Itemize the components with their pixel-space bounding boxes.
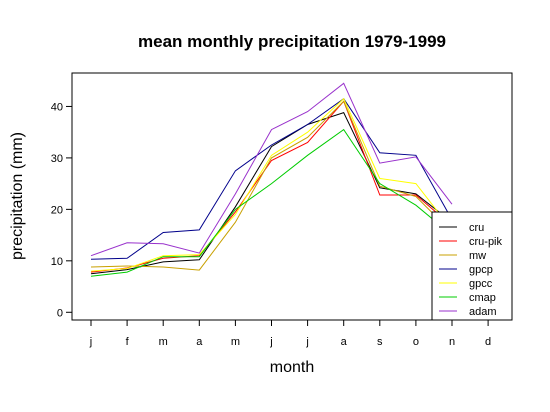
series-line-adam: [90, 82, 453, 257]
series-line-gpcp: [90, 97, 453, 260]
y-tick-label: 0: [57, 307, 63, 319]
legend-label-mw: mw: [469, 250, 486, 262]
legend-label-cru-pik: cru-pik: [469, 236, 503, 248]
x-tick-label: a: [196, 336, 203, 348]
x-tick-label: o: [413, 336, 419, 348]
y-tick-label: 10: [51, 256, 63, 268]
x-tick-label: j: [89, 336, 92, 348]
x-tick-label: d: [485, 336, 491, 348]
x-tick-label: a: [341, 336, 348, 348]
series-line-mw: [90, 100, 453, 271]
legend-label-gpcc: gpcc: [469, 278, 493, 290]
legend-box: [431, 211, 513, 321]
x-tick-label: j: [305, 336, 308, 348]
y-axis-label: precipitation (mm): [9, 132, 26, 260]
x-tick-label: s: [377, 336, 383, 348]
x-tick-label: m: [231, 336, 240, 348]
y-axis: 0 10 20 30 40: [51, 101, 72, 319]
x-axis-label: month: [270, 359, 314, 376]
series-line-cmap: [90, 128, 453, 277]
legend: cru cru-pik mw gpcp gpcc cmap adam: [431, 211, 513, 321]
plot-frame: [71, 72, 513, 321]
y-tick-label: 40: [51, 101, 63, 113]
series-line-gpcc: [90, 97, 453, 272]
legend-label-cmap: cmap: [469, 292, 496, 304]
y-tick-label: 20: [51, 204, 63, 216]
legend-label-gpcp: gpcp: [469, 264, 493, 276]
series-line-cru: [90, 111, 453, 275]
x-tick-label: n: [449, 336, 455, 348]
x-tick-label: j: [269, 336, 272, 348]
series-lines: [90, 82, 453, 277]
legend-label-cru: cru: [469, 222, 484, 234]
x-tick-label: f: [126, 336, 130, 348]
series-line-cru-pik: [90, 100, 453, 273]
legend-label-adam: adam: [469, 306, 497, 318]
x-tick-label: m: [159, 336, 168, 348]
y-tick-label: 30: [51, 153, 63, 165]
chart-title: mean monthly precipitation 1979-1999: [138, 32, 446, 51]
